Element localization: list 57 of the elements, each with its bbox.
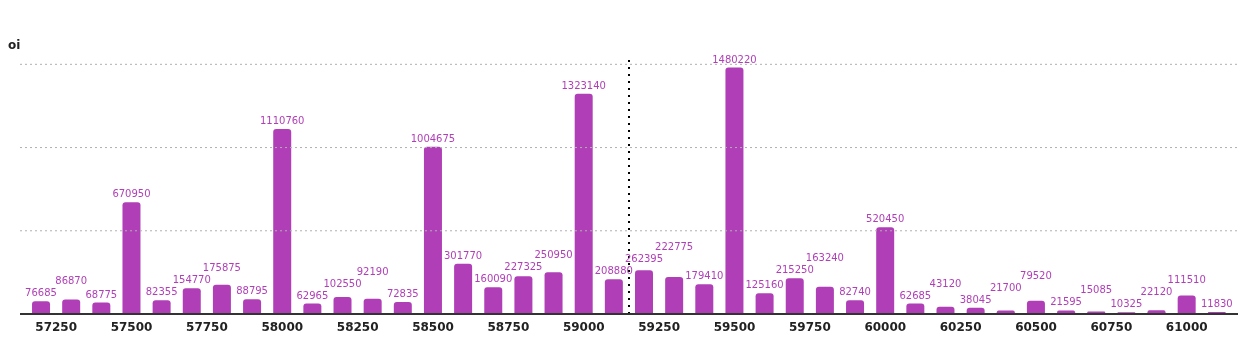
x-tick-label: 57250 xyxy=(35,319,78,334)
data-label: 82740 xyxy=(839,286,871,298)
x-tick-label: 59500 xyxy=(713,319,756,334)
x-tick-label: 60500 xyxy=(1015,319,1057,334)
x-tick-label: 57750 xyxy=(186,319,228,334)
data-label: 670950 xyxy=(112,188,151,200)
data-label: 175875 xyxy=(202,262,242,274)
x-tick-label: 60000 xyxy=(864,319,907,334)
x-tick-label: 58500 xyxy=(412,319,454,334)
x-tick-label: 58250 xyxy=(336,319,379,334)
y-axis-title: oi xyxy=(8,38,21,52)
data-label: 160090 xyxy=(474,273,513,285)
data-label: 1323140 xyxy=(561,79,606,91)
data-label: 79520 xyxy=(1020,269,1052,281)
data-label: 1480220 xyxy=(712,53,757,65)
x-tick-label: 57500 xyxy=(110,319,153,334)
data-label: 215250 xyxy=(775,264,814,276)
data-label: 82355 xyxy=(145,286,178,298)
data-label: 10325 xyxy=(1110,298,1143,310)
x-tick-label: 61000 xyxy=(1165,319,1208,334)
x-tick-label: 59000 xyxy=(562,319,605,334)
x-tick-label: 60250 xyxy=(939,319,982,334)
x-tick-label: 60750 xyxy=(1090,319,1133,334)
data-label: 125160 xyxy=(745,279,784,291)
data-label: 22120 xyxy=(1140,286,1173,298)
data-label: 1004675 xyxy=(410,132,456,144)
data-label: 68775 xyxy=(85,288,118,300)
data-label: 163240 xyxy=(805,252,844,264)
data-label: 72835 xyxy=(386,287,419,299)
data-label: 62685 xyxy=(899,289,932,301)
data-label: 62965 xyxy=(296,289,329,301)
data-label: 208880 xyxy=(594,265,633,277)
data-label: 262395 xyxy=(624,253,664,265)
data-label: 222775 xyxy=(655,241,694,253)
x-tick-label: 59750 xyxy=(789,319,831,334)
data-label: 520450 xyxy=(866,213,905,225)
data-label: 43120 xyxy=(929,277,962,289)
data-label: 250950 xyxy=(534,249,573,261)
data-label: 1110760 xyxy=(259,115,305,127)
data-label: 92190 xyxy=(356,265,389,277)
data-label: 227325 xyxy=(504,261,543,273)
data-label: 111510 xyxy=(1167,274,1206,286)
data-label: 102550 xyxy=(323,277,362,289)
x-tick-label: 58750 xyxy=(487,319,530,334)
x-tick-label: 59250 xyxy=(638,319,681,334)
data-label: 15085 xyxy=(1080,284,1113,296)
data-label: 88795 xyxy=(236,285,268,297)
data-label: 11830 xyxy=(1200,298,1233,310)
data-label: 179410 xyxy=(685,270,724,282)
data-label: 301770 xyxy=(444,249,483,261)
data-label: 76685 xyxy=(25,287,57,299)
x-tick-label: 58000 xyxy=(261,319,304,334)
data-label: 154770 xyxy=(172,274,211,286)
data-label: 21700 xyxy=(989,281,1022,293)
data-label: 86870 xyxy=(55,275,88,287)
data-label: 21595 xyxy=(1050,296,1082,308)
data-label: 38045 xyxy=(959,293,992,305)
